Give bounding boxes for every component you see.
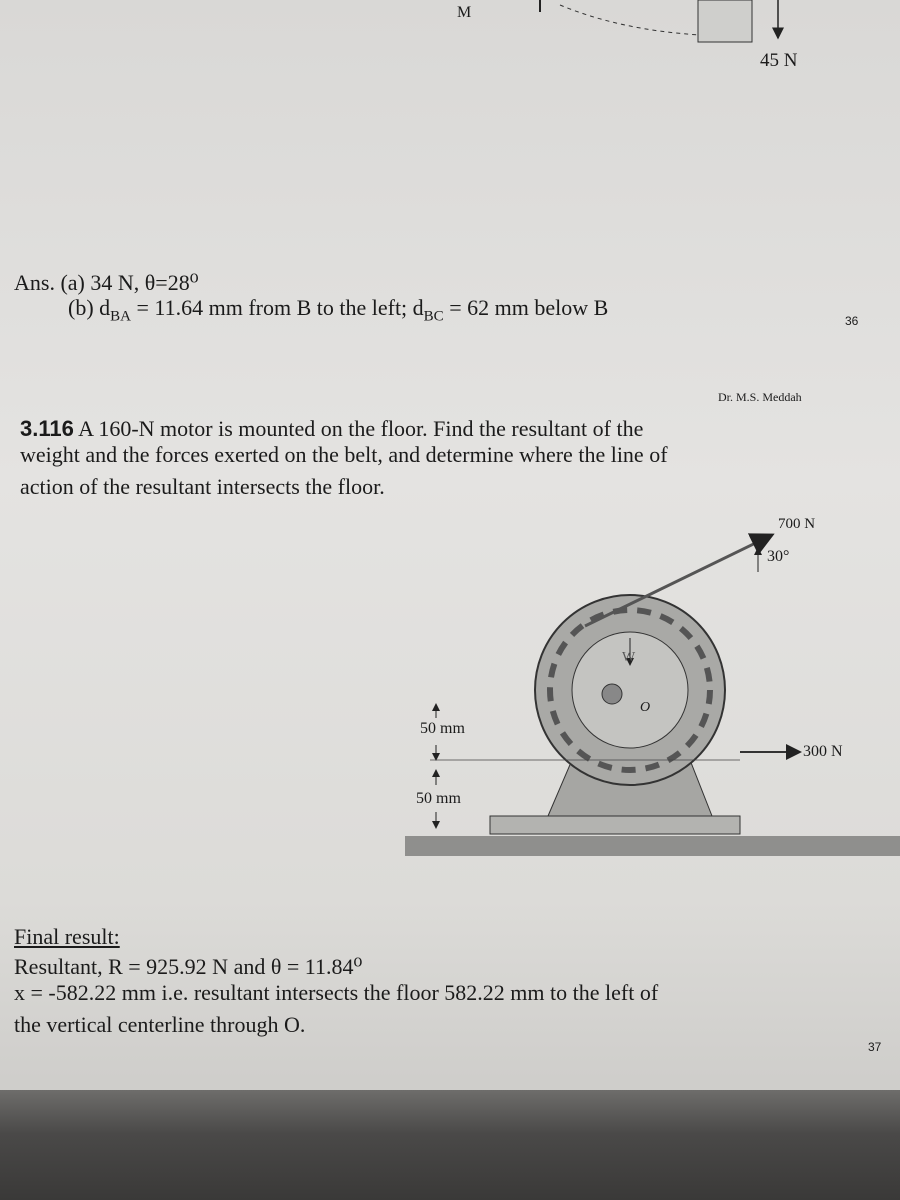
subscript: BC bbox=[423, 308, 444, 325]
page-number: 36 bbox=[845, 314, 859, 328]
motor-figure bbox=[405, 533, 900, 856]
text: = 11.64 mm from B to the left; d bbox=[131, 295, 424, 320]
figure-label: 300 N bbox=[803, 743, 843, 760]
problem-number: 3.116 bbox=[20, 416, 74, 441]
figure-label: O bbox=[640, 700, 651, 715]
result-line: Resultant, R = 925.92 N and θ = 11.84⁰ bbox=[14, 954, 363, 979]
figure-label: M bbox=[457, 4, 472, 21]
top-figure bbox=[539, 0, 784, 43]
subscript: BA bbox=[110, 308, 131, 325]
problem-text: weight and the forces exerted on the bel… bbox=[20, 442, 668, 467]
dimension-label: 50 mm bbox=[416, 790, 461, 807]
belt-force-arrow bbox=[584, 533, 775, 628]
end-cap bbox=[571, 631, 689, 749]
floor bbox=[405, 836, 900, 856]
dimension-label: 50 mm bbox=[420, 720, 465, 737]
text: = 62 mm below B bbox=[443, 295, 609, 320]
problem-text: action of the resultant intersects the f… bbox=[20, 474, 385, 499]
figure-label: 30° bbox=[767, 548, 790, 565]
answer-line: Ans. (a) 34 N, θ=28⁰ bbox=[14, 270, 199, 295]
result-line: x = -582.22 mm i.e. resultant intersects… bbox=[14, 980, 659, 1005]
page-number: 37 bbox=[868, 1040, 882, 1054]
result-line: the vertical centerline through O. bbox=[14, 1012, 306, 1037]
result-heading: Final result: bbox=[14, 924, 120, 949]
force-label: 45 N bbox=[760, 50, 798, 71]
problem-text: A 160-N motor is mounted on the floor. F… bbox=[78, 416, 644, 441]
author: Dr. M.S. Meddah bbox=[718, 390, 802, 404]
dark-background bbox=[0, 1090, 900, 1200]
cooling-fins bbox=[547, 607, 713, 773]
figure-label: 700 N bbox=[778, 516, 816, 532]
shaft bbox=[601, 683, 623, 705]
base-plate bbox=[489, 815, 741, 835]
text: (b) d bbox=[68, 295, 111, 320]
answer-line: (b) dBA = 11.64 mm from B to the left; d… bbox=[68, 295, 608, 325]
figure-label: W bbox=[622, 650, 636, 665]
